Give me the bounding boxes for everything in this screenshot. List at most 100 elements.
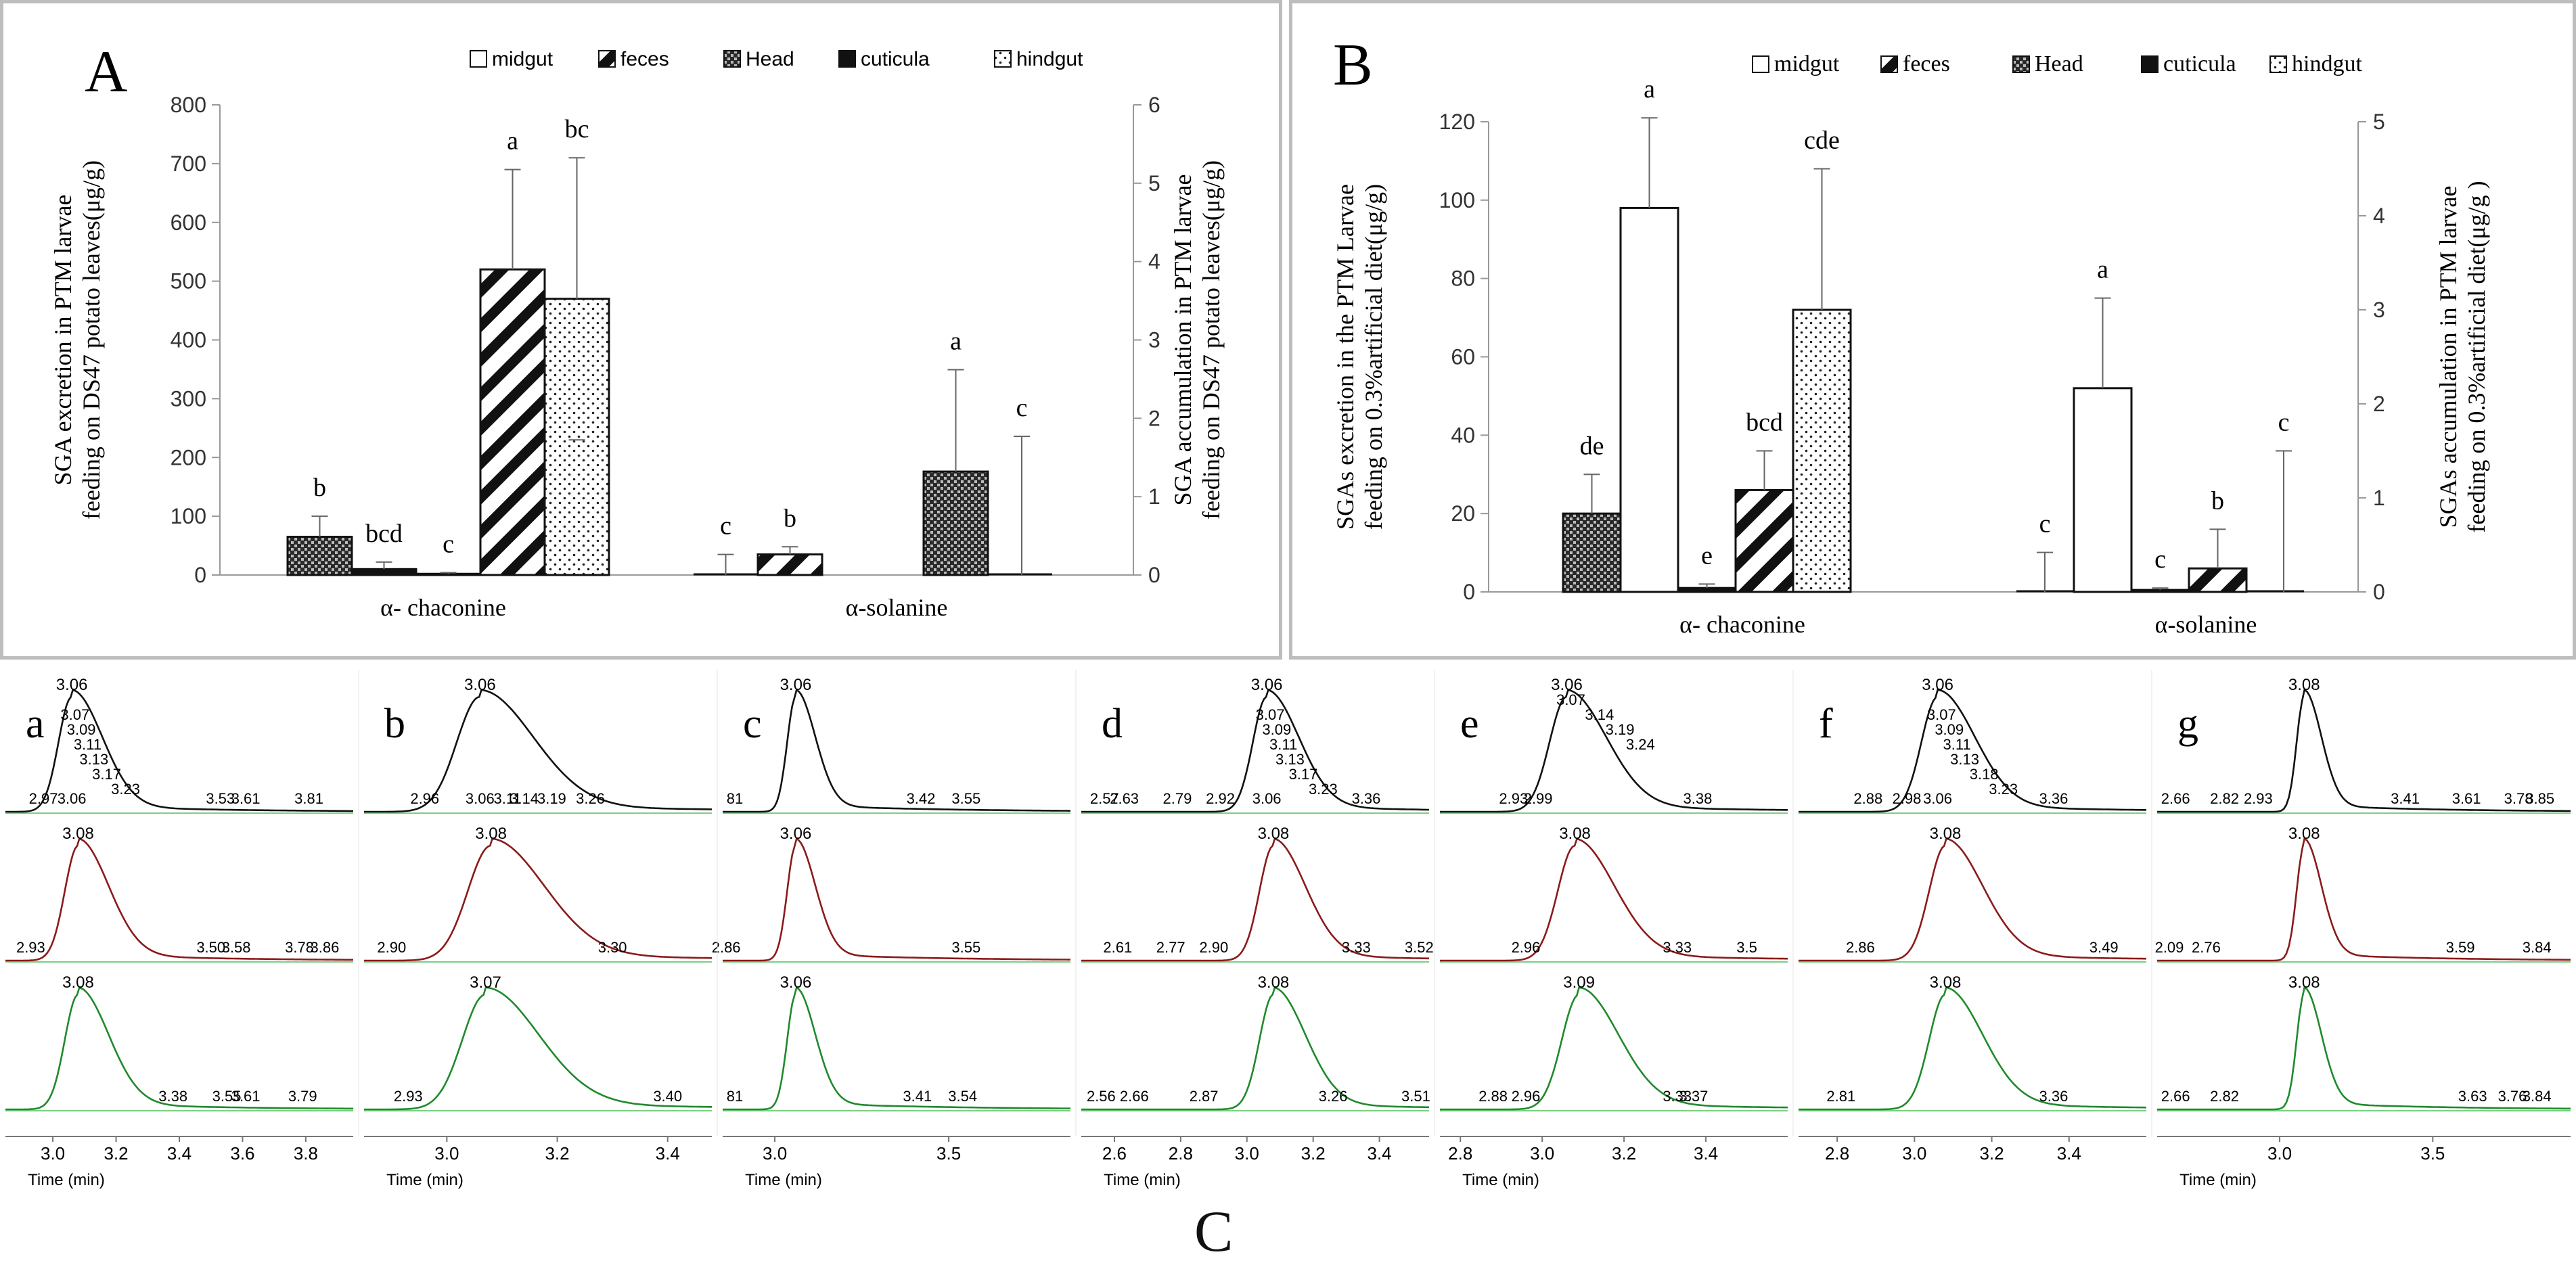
peak-label: 2.98	[1892, 790, 1921, 807]
peak-label: 3.52	[1405, 939, 1434, 956]
peak-label: 3.19	[537, 790, 566, 807]
legend-label-feces: feces	[620, 48, 669, 70]
chromatogram-letter: g	[2177, 701, 2198, 747]
peak-label: 3.09	[1935, 721, 1964, 738]
trace-row-3	[1440, 986, 1788, 1111]
peak-label: 3.08	[2288, 676, 2320, 694]
peak-label: 3.26	[576, 790, 605, 807]
y2-tick-label: 5	[1148, 171, 1160, 196]
chromatogram-a: 3.063.063.073.093.113.133.173.233.533.61…	[5, 676, 353, 1189]
significance-letter: c	[1016, 394, 1028, 422]
y2-tick-label: 6	[1148, 93, 1160, 117]
time-tick-label: 3.2	[545, 1143, 569, 1164]
peak-label: 3.30	[598, 939, 627, 956]
trace-row-2	[5, 837, 353, 962]
x-tick-label: α- chaconine	[380, 594, 506, 621]
peak-label: 3.08	[1930, 973, 1962, 992]
y-tick-label: 600	[171, 210, 206, 235]
peak-label: 2.57	[1090, 790, 1119, 807]
peak-label: 3.06	[780, 676, 812, 694]
time-tick-label: 3.5	[2420, 1143, 2445, 1164]
peak-label: 3.06	[1922, 676, 1953, 694]
peak-label: 3.41	[903, 1088, 932, 1105]
peak-label: 3.07	[1556, 691, 1585, 708]
significance-letter: e	[1701, 541, 1713, 570]
peak-label: 3.09	[1563, 973, 1595, 992]
peak-label: 3.55	[212, 1088, 242, 1105]
peak-label: 3.06	[56, 676, 88, 694]
peak-label: 3.06	[1923, 790, 1952, 807]
y-tick-label: 700	[171, 152, 206, 176]
peak-label: 3.38	[158, 1088, 187, 1105]
bar-feces	[1734, 488, 1794, 593]
peak-label: 2.88	[1478, 1088, 1508, 1105]
y2-tick-label: 1	[1148, 484, 1160, 509]
peak-label: 3.59	[2446, 939, 2475, 956]
chromatogram-letter: e	[1460, 701, 1479, 747]
y2-tick-label: 1	[2373, 486, 2385, 510]
peak-label: 3.58	[222, 939, 251, 956]
legend-label-feces: feces	[1903, 51, 1950, 76]
bar-hindgut	[543, 298, 610, 576]
y-tick-label: 80	[1451, 267, 1475, 291]
significance-letter: c	[2039, 510, 2051, 538]
significance-letter: cde	[1804, 127, 1840, 155]
time-tick-label: 3.4	[1694, 1143, 1718, 1164]
peak-label: 3.61	[2452, 790, 2481, 807]
peak-label: 2.82	[2210, 790, 2239, 807]
peak-label: 2.09	[2155, 939, 2184, 956]
time-axis-title: Time (min)	[386, 1171, 464, 1189]
y-tick-label: 40	[1451, 423, 1475, 447]
peak-label: 2.97	[29, 790, 58, 807]
peak-label: 3.23	[1309, 781, 1338, 798]
significance-letter: a	[1644, 75, 1655, 104]
significance-letter: a	[950, 327, 962, 356]
peak-label: 3.08	[1930, 825, 1962, 843]
peak-label: 3.78	[2504, 790, 2533, 807]
y-axis-title: feeding on DS47 potato leaves(μg/g)	[78, 160, 105, 520]
trace-row-1	[1440, 689, 1788, 813]
peak-label: 3.26	[1319, 1088, 1348, 1105]
peak-label: 2.82	[2210, 1088, 2239, 1105]
peak-label: 2.93	[16, 939, 45, 956]
chart-b-svg: B 0 20 40 60 80 100 120 0 1 2 3 4 5 SGAs excretion in…	[1332, 32, 2490, 638]
bar-cuticula	[2130, 589, 2190, 593]
peak-label: 3.61	[231, 1088, 261, 1105]
legend-label-midgut: midgut	[1774, 51, 1840, 76]
peak-label: 2.79	[1163, 790, 1192, 807]
bar-feces	[756, 553, 823, 576]
time-tick-label: 3.2	[1612, 1143, 1636, 1164]
peak-label: 3.14	[510, 790, 539, 807]
peak-label: 3.08	[2288, 825, 2320, 843]
peak-label: 2.77	[1156, 939, 1185, 956]
bar-feces	[2188, 567, 2248, 593]
peak-label: 2.90	[1199, 939, 1228, 956]
peak-label: 2.92	[1206, 790, 1235, 807]
peak-label: 3.53	[206, 790, 235, 807]
panel-letter-c: C	[1194, 1199, 1234, 1264]
trace-row-2	[1440, 837, 1788, 962]
panel-letter-b: B	[1333, 32, 1373, 98]
legend-swatch-midgut	[1752, 55, 1769, 73]
y-tick-label: 120	[1439, 110, 1475, 134]
trace-row-2	[2157, 837, 2571, 962]
significance-letter: c	[2278, 409, 2290, 437]
legend-swatch-feces	[598, 50, 616, 68]
peak-label: 3.17	[92, 766, 121, 783]
time-tick-label: 2.8	[1825, 1143, 1849, 1164]
bar-cuticula	[1677, 586, 1737, 593]
time-tick-label: 3.4	[167, 1143, 191, 1164]
time-tick-label: 2.8	[1169, 1143, 1193, 1164]
peak-label: 2.96	[410, 790, 439, 807]
time-tick-label: 3.0	[1235, 1143, 1259, 1164]
time-tick-label: 3.4	[656, 1143, 680, 1164]
peak-label: 3.54	[948, 1088, 977, 1105]
trace-row-3	[2157, 986, 2571, 1111]
chromatogram-d: 3.06 3.06 3.073.093.113.133.173.23 3.36 2.57…	[1075, 670, 1434, 1189]
peak-label: 3.09	[1262, 721, 1291, 738]
trace-row-1	[364, 689, 712, 813]
peak-label: 2.76	[2192, 939, 2221, 956]
legend-label-cuticula: cuticula	[861, 48, 930, 70]
time-axis-title: Time (min)	[2179, 1171, 2257, 1189]
significance-letter: bcd	[365, 520, 403, 548]
